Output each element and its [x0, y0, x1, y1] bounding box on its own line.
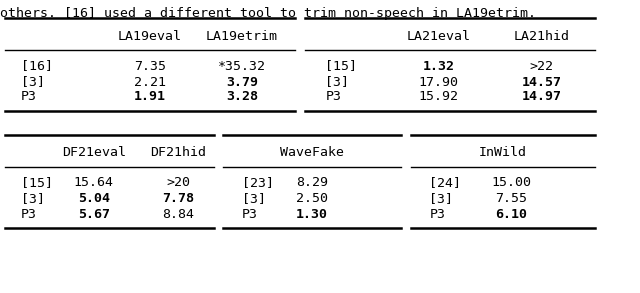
Text: 2.50: 2.50 — [296, 193, 328, 205]
Text: [3]: [3] — [242, 193, 266, 205]
Text: 7.35: 7.35 — [134, 59, 166, 72]
Text: 7.55: 7.55 — [495, 193, 527, 205]
Text: P3: P3 — [20, 91, 36, 103]
Text: [3]: [3] — [20, 193, 45, 205]
Text: 3.28: 3.28 — [226, 91, 258, 103]
Text: 15.64: 15.64 — [74, 176, 114, 190]
Text: 6.10: 6.10 — [495, 207, 527, 221]
Text: 7.78: 7.78 — [162, 193, 194, 205]
Text: LA21hid: LA21hid — [514, 30, 570, 42]
Text: InWild: InWild — [479, 146, 527, 159]
Text: [15]: [15] — [325, 59, 357, 72]
Text: 1.32: 1.32 — [423, 59, 455, 72]
Text: >22: >22 — [530, 59, 554, 72]
Text: 15.92: 15.92 — [419, 91, 459, 103]
Text: P3: P3 — [242, 207, 258, 221]
Text: [3]: [3] — [325, 76, 349, 88]
Text: 2.21: 2.21 — [134, 76, 166, 88]
Text: LA21eval: LA21eval — [407, 30, 471, 42]
Text: 17.90: 17.90 — [419, 76, 459, 88]
Text: P3: P3 — [429, 207, 445, 221]
Text: 8.84: 8.84 — [162, 207, 194, 221]
Text: LA19eval: LA19eval — [118, 30, 182, 42]
Text: >20: >20 — [166, 176, 190, 190]
Text: 14.57: 14.57 — [522, 76, 562, 88]
Text: 5.04: 5.04 — [77, 193, 109, 205]
Text: 14.97: 14.97 — [522, 91, 562, 103]
Text: 8.29: 8.29 — [296, 176, 328, 190]
Text: [16]: [16] — [20, 59, 52, 72]
Text: 1.30: 1.30 — [296, 207, 328, 221]
Text: 3.79: 3.79 — [226, 76, 258, 88]
Text: [3]: [3] — [20, 76, 45, 88]
Text: others. [16] used a different tool to trim non-speech in LA19etrim.: others. [16] used a different tool to tr… — [0, 7, 536, 20]
Text: 1.91: 1.91 — [134, 91, 166, 103]
Text: [24]: [24] — [429, 176, 461, 190]
Text: P3: P3 — [20, 207, 36, 221]
Text: 15.00: 15.00 — [491, 176, 531, 190]
Text: DF21hid: DF21hid — [150, 146, 206, 159]
Text: P3: P3 — [325, 91, 341, 103]
Text: *35.32: *35.32 — [218, 59, 266, 72]
Text: [23]: [23] — [242, 176, 274, 190]
Text: [3]: [3] — [429, 193, 453, 205]
Text: LA19etrim: LA19etrim — [206, 30, 278, 42]
Text: WaveFake: WaveFake — [280, 146, 344, 159]
Text: [15]: [15] — [20, 176, 52, 190]
Text: 5.67: 5.67 — [77, 207, 109, 221]
Text: DF21eval: DF21eval — [61, 146, 125, 159]
